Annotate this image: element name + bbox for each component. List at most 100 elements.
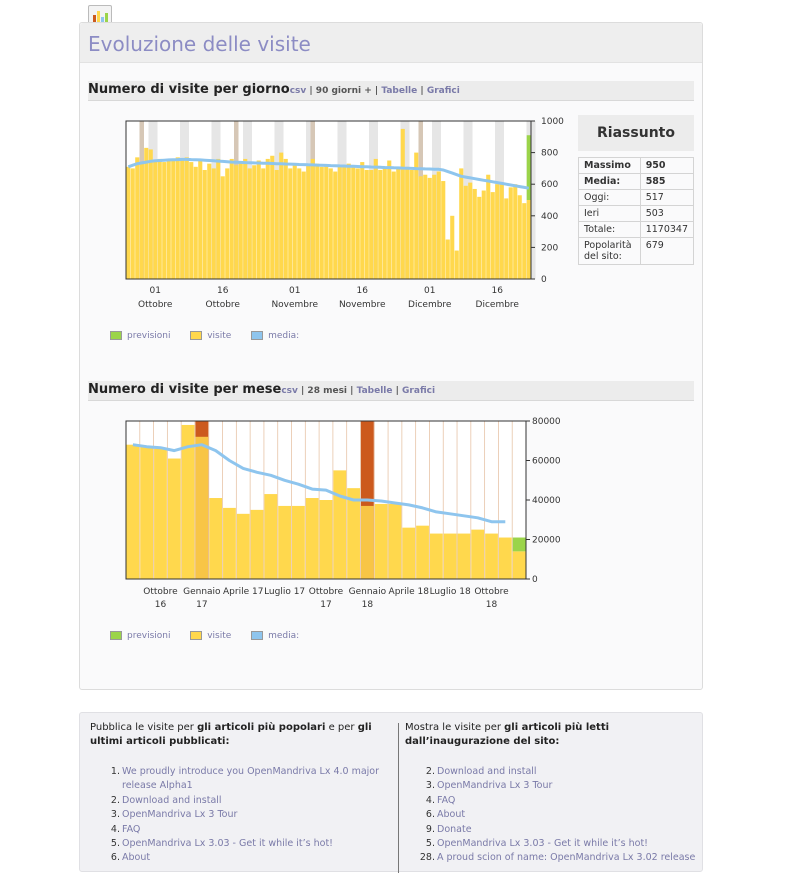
article-link[interactable]: Donate [437,823,472,835]
bar-visits [243,158,248,279]
article-link[interactable]: FAQ [122,823,141,835]
list-item[interactable]: 3. OpenMandriva Lx 3 Tour [90,808,386,822]
daily-range[interactable]: | 90 giorni + | [309,86,379,96]
bar-visits [445,239,450,279]
articles-box: Pubblica le visite per gli articoli più … [79,712,703,873]
daily-csv-link[interactable]: csv [289,86,307,96]
list-item[interactable]: 2. Download and install [405,765,701,779]
daily-graphs-link[interactable]: Grafici [426,86,460,96]
bar-visits [472,188,477,279]
bar-visits [184,157,189,279]
article-link[interactable]: About [122,852,151,864]
article-link[interactable]: We proudly introduce you OpenMandriva Lx… [122,766,380,792]
weekend-stripe [400,121,410,279]
list-item[interactable]: 5. OpenMandriva Lx 3.03 - Get it while it… [405,837,701,851]
x-tick-label: 16 [217,286,229,296]
monthly-title: Numero di visite per mesecsv | 28 mesi |… [88,382,435,397]
monthly-tables-link[interactable]: Tabelle [356,386,393,396]
list-item[interactable]: 1. We proudly introduce you OpenMandriva … [90,765,386,794]
popular-intro-bold: gli articoli più popolari [197,722,326,733]
monthly-range[interactable]: | 28 mesi | [301,386,354,396]
bar-visits [306,165,311,279]
summary-row: Totale: 1170347 [578,221,695,238]
bar-visits [220,176,225,279]
bar-visits [234,165,239,279]
summary-row: Oggi: 517 [578,189,695,206]
daily-title: Numero di visite per giornocsv | 90 gior… [88,82,460,97]
summary-row: Massimo 950 [578,157,695,174]
bar-visits [252,165,257,279]
item-number: 6. [425,809,435,821]
bar-visits [360,505,374,579]
recent-intro-bold: gli ultimi articoli pubblicati: [90,722,372,747]
summary-label: Totale: [578,221,641,238]
list-item[interactable]: 6. About [90,851,386,865]
article-link[interactable]: A proud scion of name: OpenMandriva Lx 3… [437,852,696,864]
bar-visits [388,503,402,579]
bar-visits [333,171,338,279]
x-tick-label: Luglio 18 [430,587,471,597]
bar-visits [148,149,153,279]
monthly-title-text: Numero di visite per mese [88,382,282,397]
article-link[interactable]: FAQ [437,794,456,806]
popular-intro: Pubblica le visite per [90,722,198,733]
bar-visits [202,169,207,279]
bar-visits [490,192,495,279]
daily-section-header: Numero di visite per giornocsv | 90 gior… [88,81,694,101]
most-read-column: Mostra le visite per gli articoli più le… [405,721,701,863]
bar-visits [360,162,365,279]
list-item[interactable]: 6. About [405,808,701,822]
bar-visits [324,165,329,279]
bar-visits [315,163,320,279]
panel-header: Evoluzione delle visite [80,23,702,63]
bar-visits [337,165,342,279]
daily-tables-link[interactable]: Tabelle [381,86,418,96]
most-read-list: 2. Download and install 3. OpenMandriva Lx… [405,765,701,866]
item-number: 5. [425,838,435,850]
bar-visits [153,160,158,279]
bar-visits [402,527,416,579]
article-link[interactable]: OpenMandriva Lx 3.03 - Get it while it’s… [122,838,333,850]
list-item[interactable]: 4. FAQ [405,794,701,808]
article-link[interactable]: Download and install [437,766,537,777]
bar-visits [319,166,324,279]
bar-visits [382,168,387,279]
list-item[interactable]: 3. OpenMandriva Lx 3 Tour [405,779,701,793]
article-link[interactable]: OpenMandriva Lx 3 Tour [437,780,553,792]
bar-visits [261,168,266,279]
list-item[interactable]: 9. Donate [405,823,701,837]
bar-visits [223,507,236,579]
bar-visits [459,168,464,279]
bar-visits [355,168,360,279]
bar-visits [297,168,302,279]
monthly-graphs-link[interactable]: Grafici [402,386,436,396]
x-tick-label: Novembre [339,300,386,310]
popular-articles-column: Pubblica le visite per gli articoli più … [90,721,386,863]
bar-visits [157,158,162,279]
item-number: 4. [425,794,435,806]
summary-title: Riassunto [578,115,694,151]
bar-visits [471,529,485,579]
article-link[interactable]: About [437,809,466,821]
bar-visits [513,184,518,279]
article-link[interactable]: OpenMandriva Lx 3.03 - Get it while it’s… [437,838,648,850]
bar-forecast [512,537,526,552]
x-tick-label: 16 [357,286,369,296]
x-tick-label: Ottobre [309,587,344,597]
summary-value: 679 [639,237,695,265]
monthly-section-header: Numero di visite per mesecsv | 28 mesi |… [88,381,694,401]
list-item[interactable]: 4. FAQ [90,823,386,837]
list-item[interactable]: 2. Download and install [90,794,386,808]
article-link[interactable]: Download and install [122,794,222,806]
bar-visits [463,185,468,279]
list-item[interactable]: 5. OpenMandriva Lx 3.03 - Get it while it… [90,837,386,851]
monthly-csv-link[interactable]: csv [281,386,298,396]
summary-value: 503 [639,205,695,222]
bar-visits [443,533,457,579]
list-item[interactable]: 28. A proud scion of name: OpenMandriva L… [405,851,701,865]
bar-visits [387,160,392,279]
article-link[interactable]: OpenMandriva Lx 3 Tour [122,809,238,821]
bar-visits [167,458,181,579]
legend-visits: visite [207,331,232,341]
bar-visits [495,184,500,279]
